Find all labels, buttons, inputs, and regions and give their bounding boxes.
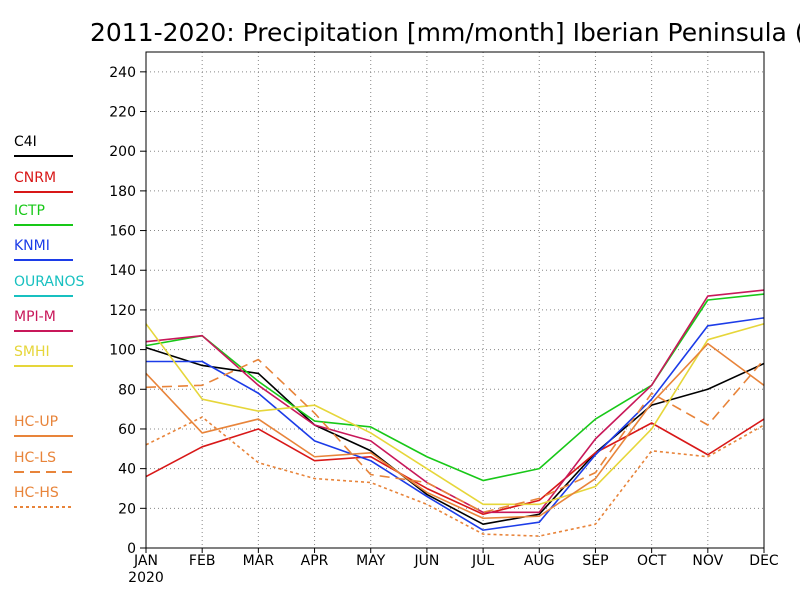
y-tick-label: 180	[109, 184, 136, 200]
series-line-knmi	[146, 317, 765, 531]
y-tick-label: 80	[118, 382, 136, 398]
legend-label-mpi-m: MPI-M	[14, 309, 56, 325]
legend-label-hc-ls: HC-LS	[14, 450, 56, 466]
legend: C4I CNRM ICTP KNMI OURANOS MPI-M SMHI HC-UP HC-L…	[14, 134, 84, 508]
axis-ticks: 0 20 40 60 80 100 120 140 160 180 200 220 240 JAN FEB M…	[109, 65, 779, 586]
legend-label-ictp: ICTP	[14, 203, 45, 219]
y-tick-label: 120	[109, 303, 136, 319]
x-tick-label: APR	[301, 553, 329, 569]
y-tick-label: 220	[109, 105, 136, 121]
y-tick-label: 20	[118, 501, 136, 517]
x-tick-label: AUG	[524, 553, 555, 569]
legend-label-hc-up: HC-UP	[14, 414, 58, 430]
plot-frame	[145, 51, 765, 549]
series-line-cnrm	[145, 418, 765, 516]
legend-label-smhi: SMHI	[14, 344, 50, 360]
legend-label-c4i: C4I	[14, 134, 37, 150]
y-tick-label: 200	[109, 144, 136, 160]
y-tick-label: 160	[109, 224, 136, 240]
legend-label-hc-hs: HC-HS	[14, 485, 59, 501]
series-line-ictp	[145, 293, 765, 482]
grid-lines	[146, 52, 764, 548]
x-tick-label: DEC	[749, 553, 779, 569]
series-line-c4i	[145, 346, 765, 525]
y-tick-label: 0	[127, 541, 136, 557]
series-line-hc-up	[145, 342, 765, 520]
legend-label-cnrm: CNRM	[14, 170, 56, 186]
x-year-label: 2020	[128, 570, 164, 586]
y-tick-label: 240	[109, 65, 136, 81]
series-line-mpi-m	[145, 289, 765, 514]
x-tick-label: MAR	[243, 553, 275, 569]
y-tick-label: 100	[109, 343, 136, 359]
x-tick-label: JUN	[413, 553, 439, 569]
y-tick-label: 140	[109, 263, 136, 279]
x-tick-label: MAY	[356, 553, 386, 569]
x-tick-label: SEP	[582, 553, 608, 569]
x-tick-label: OCT	[637, 553, 667, 569]
legend-label-knmi: KNMI	[14, 238, 50, 254]
x-tick-label: NOV	[692, 553, 723, 569]
chart-title: 2011-2020: Precipitation [mm/month] Iber…	[90, 18, 800, 47]
series-lines	[145, 289, 765, 537]
y-tick-label: 60	[118, 422, 136, 438]
y-tick-label: 40	[118, 462, 136, 478]
series-line-smhi	[145, 323, 765, 506]
x-tick-label: FEB	[189, 553, 216, 569]
x-tick-label: JUL	[471, 553, 494, 569]
series-line-hc-hs	[145, 416, 765, 537]
x-tick-label: JAN	[133, 553, 158, 569]
series-line-hc-ls	[145, 358, 765, 514]
legend-label-ouranos: OURANOS	[14, 274, 84, 290]
